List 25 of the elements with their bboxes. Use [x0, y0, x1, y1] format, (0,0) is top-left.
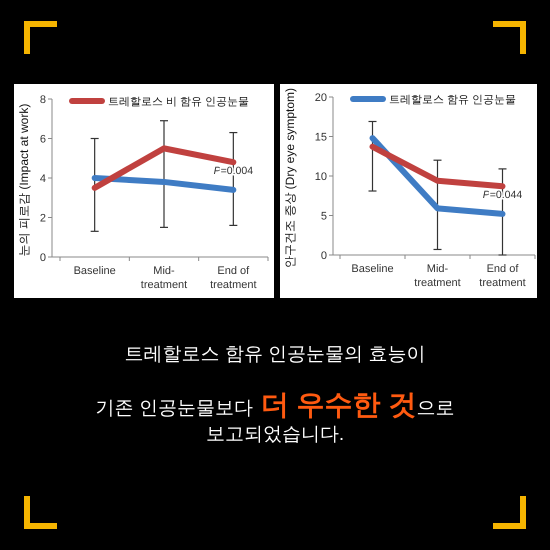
text: 으로	[416, 398, 454, 419]
legend-label: 트레할로스 비 함유 인공눈물	[108, 96, 250, 108]
x-tick-label: Mid-treatment	[140, 265, 188, 291]
y-tick-label: 20	[314, 92, 327, 104]
legend-label: 트레할로스 함유 인공눈물	[389, 94, 516, 106]
text: 트레할로스 함유 인공눈물의 효능이	[124, 344, 426, 365]
y-tick-label: 4	[40, 172, 46, 185]
text: 보고되었습니다.	[206, 424, 344, 445]
x-tick-label: End of treatment	[210, 265, 257, 291]
y-tick-label: 2	[40, 212, 46, 224]
y-axis-title: 안구건조 증상 (Dry eye symptom)	[283, 88, 297, 268]
y-tick-label: 6	[40, 133, 46, 146]
y-tick-label: 5	[320, 210, 327, 222]
y-tick-label: 0	[40, 252, 46, 264]
y-tick-label: 8	[40, 94, 46, 106]
text: 더 우수한 것	[260, 389, 416, 420]
y-axis-title: 눈의 피로감 (Impact at work)	[17, 104, 31, 256]
y-tick-label: 10	[314, 170, 327, 183]
text: 기존 인공눈물보다	[96, 398, 253, 419]
x-tick-label: Baseline	[351, 263, 394, 275]
y-tick-label: 0	[320, 250, 327, 262]
x-tick-label: Mid-treatment	[414, 263, 461, 289]
x-tick-label: End of treatment	[479, 263, 526, 289]
y-tick-label: 15	[314, 131, 327, 144]
x-tick-label: Baseline	[74, 265, 116, 277]
